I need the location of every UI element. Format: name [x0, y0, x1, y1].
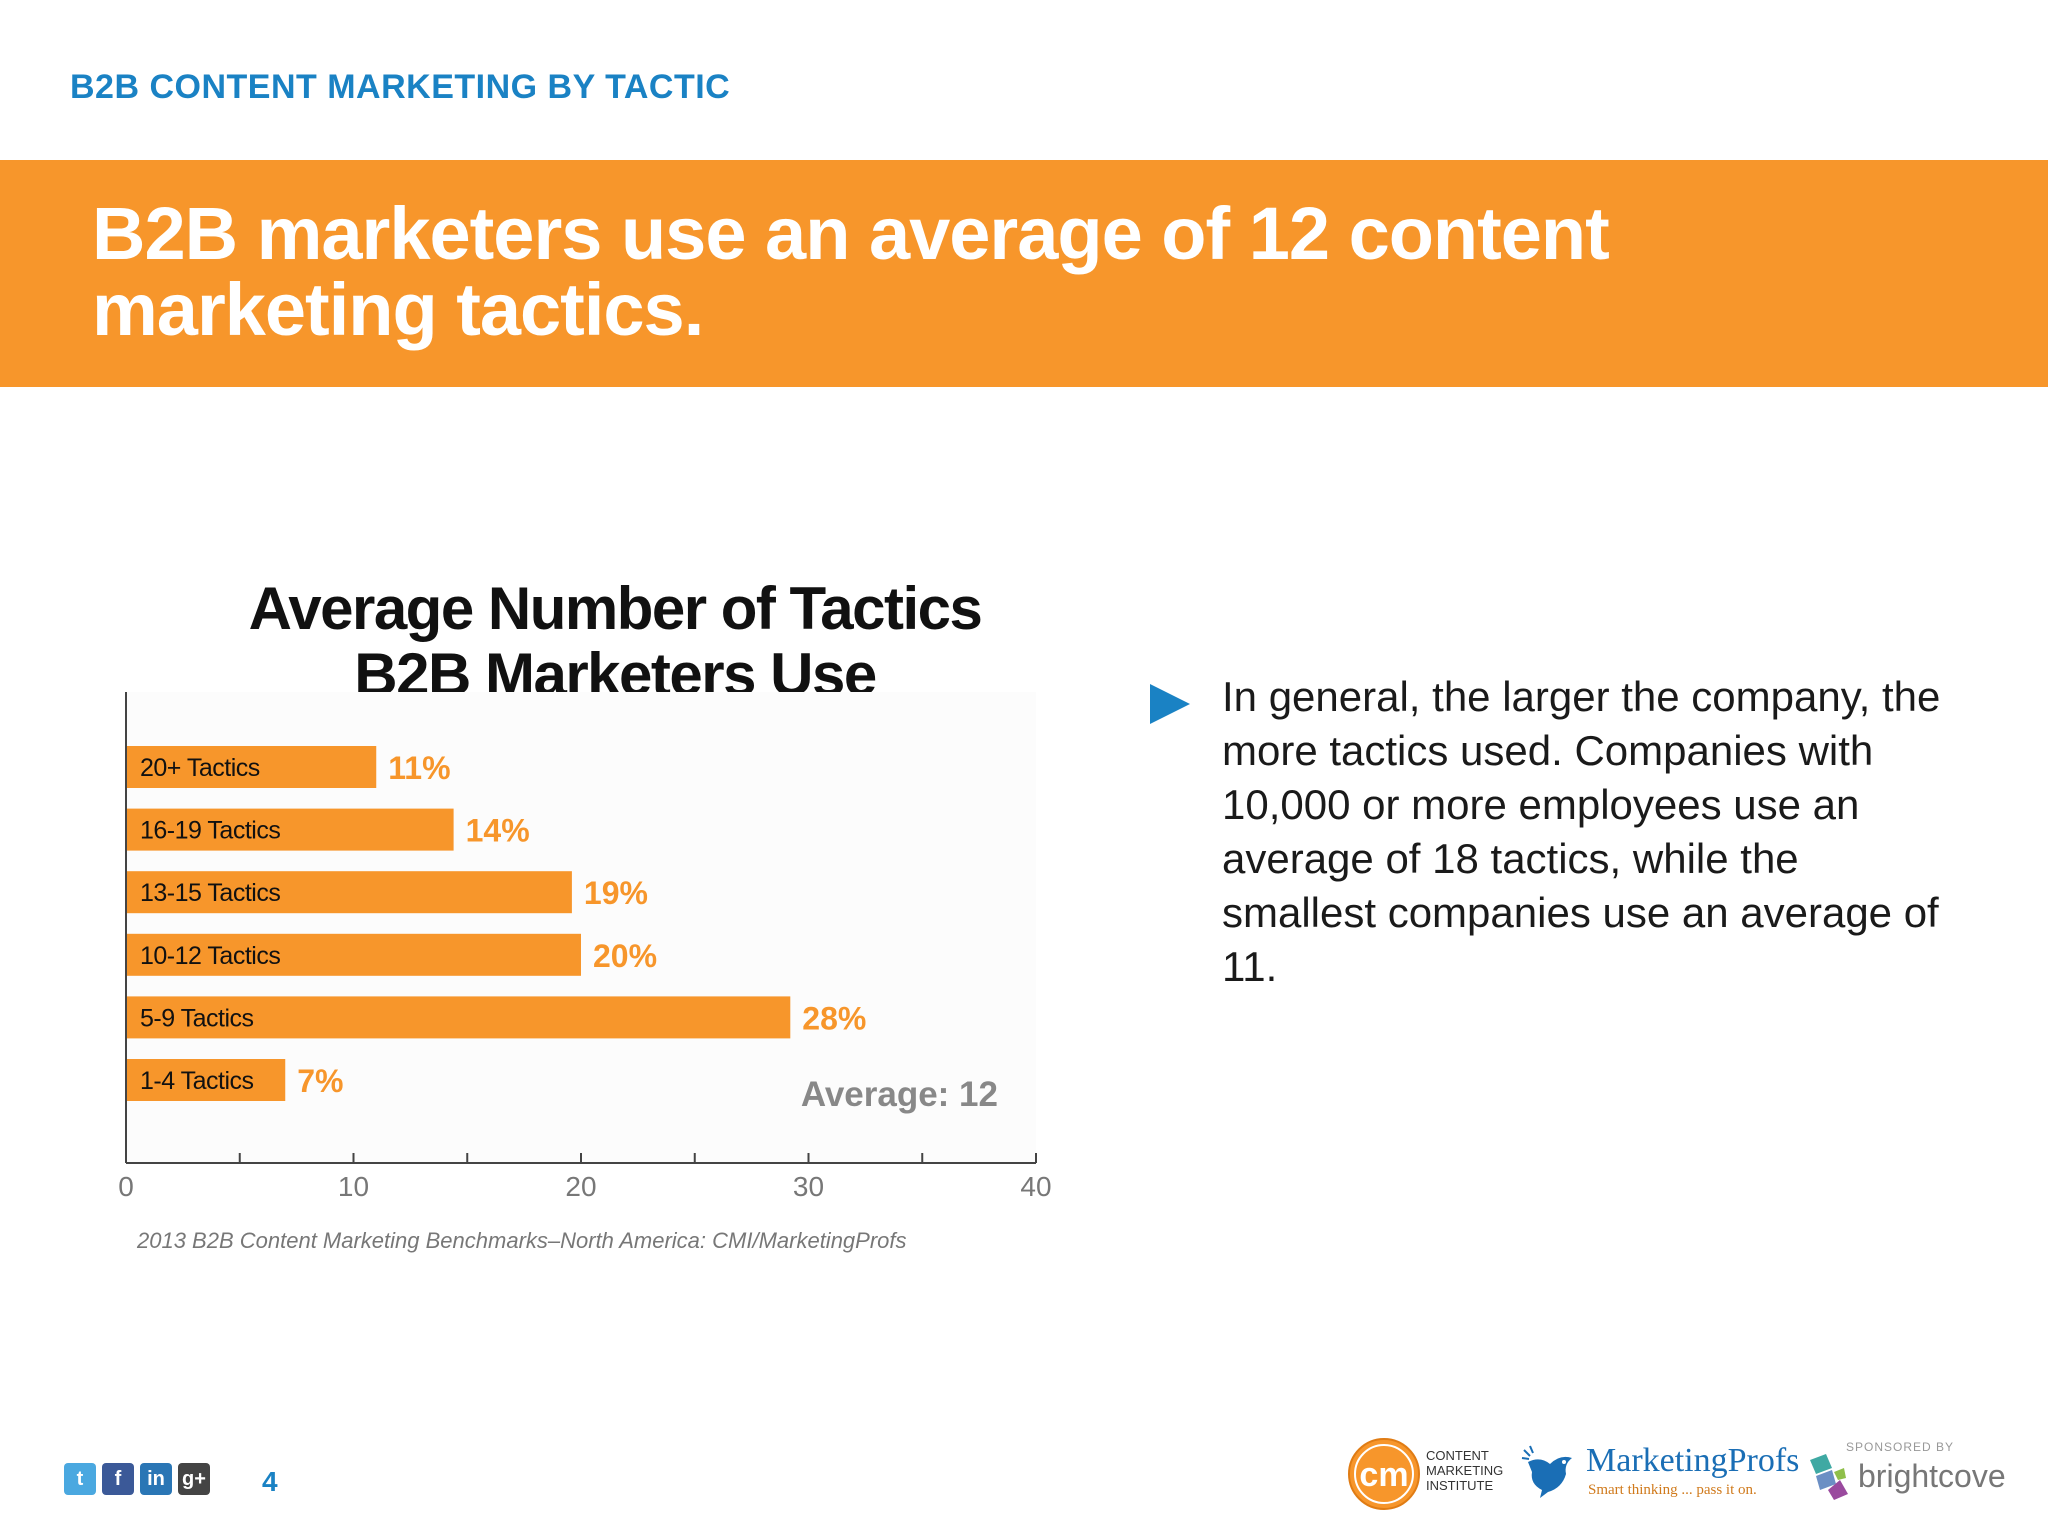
data-label: 11% — [388, 750, 450, 786]
bar — [127, 1059, 286, 1101]
banner-title: B2B marketers use an average of 12 conte… — [92, 192, 1610, 351]
cmi-logo: cm — [1348, 1438, 1420, 1510]
category-label: 5-9 Tactics — [140, 1004, 254, 1032]
bar — [127, 933, 581, 976]
social-share-bar: t f in g+ — [64, 1463, 210, 1495]
data-label: 20% — [593, 938, 657, 974]
page-number: 4 — [262, 1466, 278, 1497]
cmi-line-3: INSTITUTE — [1426, 1478, 1494, 1493]
cmi-logo-mark: cm — [1359, 1456, 1408, 1494]
data-label: 19% — [584, 875, 648, 911]
google-plus-icon[interactable]: g+ — [178, 1463, 210, 1495]
data-label: 14% — [466, 813, 530, 849]
category-label: 16-19 Tactics — [140, 817, 280, 845]
title-banner — [0, 160, 2048, 387]
category-label: 13-15 Tactics — [140, 879, 280, 907]
twitter-icon[interactable]: t — [64, 1463, 96, 1495]
facebook-icon[interactable]: f — [102, 1463, 134, 1495]
x-tick-label: 10 — [338, 1171, 369, 1202]
cmi-line-1: CONTENT — [1426, 1448, 1489, 1463]
section-label: B2B CONTENT MARKETING BY TACTIC — [70, 68, 731, 106]
bar — [127, 746, 377, 788]
bar — [127, 871, 572, 914]
x-tick-label: 20 — [565, 1171, 596, 1202]
x-tick-label: 40 — [1020, 1171, 1051, 1202]
x-tick-label: 0 — [118, 1171, 134, 1202]
brightcove-logo-icon — [1810, 1454, 1848, 1500]
source-note: 2013 B2B Content Marketing Benchmarks–No… — [137, 1228, 907, 1253]
bar — [127, 996, 791, 1039]
cmi-logo-text: CONTENT MARKETING INSTITUTE — [1426, 1448, 1503, 1493]
x-tick-label: 30 — [793, 1171, 824, 1202]
brightcove-name: brightcove — [1858, 1458, 2006, 1494]
linkedin-icon[interactable]: in — [140, 1463, 172, 1495]
sponsored-label: SPONSORED BY — [1846, 1440, 1955, 1454]
category-label: 10-12 Tactics — [140, 942, 280, 970]
bullet-text: In general, the larger the company, the … — [1222, 673, 1941, 990]
average-annotation: Average: 12 — [801, 1075, 998, 1114]
bar — [127, 808, 454, 851]
bullet-arrow-icon — [1150, 684, 1190, 724]
data-label: 7% — [297, 1063, 343, 1099]
category-label: 20+ Tactics — [140, 754, 260, 782]
marketingprofs-bird-icon — [1521, 1445, 1572, 1498]
marketingprofs-tagline: Smart thinking ... pass it on. — [1588, 1482, 1757, 1498]
chart-title: Average Number of Tactics B2B Marketers … — [248, 575, 983, 708]
cmi-line-2: MARKETING — [1426, 1463, 1504, 1478]
marketingprofs-name: MarketingProfs — [1586, 1442, 1800, 1479]
data-label: 28% — [802, 1000, 866, 1036]
category-label: 1-4 Tactics — [140, 1067, 254, 1095]
